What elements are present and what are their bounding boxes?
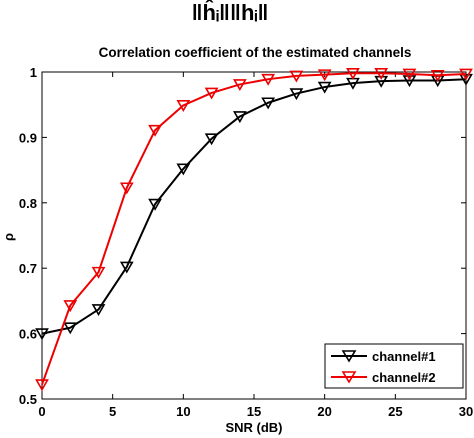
y-tick-label: 0.6 — [19, 327, 37, 342]
data-point-channel2 — [261, 73, 276, 86]
data-point-channel1 — [402, 75, 417, 88]
data-point-channel1 — [63, 322, 78, 335]
y-ticks: 0.5 0.6 0.7 0.8 0.9 1 — [19, 65, 466, 407]
x-tick-label: 0 — [38, 404, 45, 419]
legend-label-channel1: channel#1 — [372, 349, 436, 364]
data-point-channel2 — [402, 68, 417, 81]
data-point-channel2 — [176, 100, 191, 112]
legend-marker-channel1 — [341, 350, 357, 363]
x-tick-label: 10 — [176, 404, 190, 419]
data-point-channel2 — [459, 68, 473, 81]
x-tick-label: 20 — [317, 404, 331, 419]
data-point-channel1 — [374, 75, 389, 88]
data-point-channel1 — [148, 198, 162, 211]
data-point-channel2 — [63, 300, 78, 313]
data-point-channel2 — [232, 79, 247, 92]
y-tick-label: 0.7 — [19, 261, 37, 276]
legend: channel#1 channel#2 — [324, 343, 464, 389]
data-point-channel2 — [35, 379, 49, 392]
data-point-channel1 — [91, 304, 106, 316]
legend-label-channel2: channel#2 — [372, 370, 436, 385]
x-ticks: 0 5 10 15 20 25 30 — [38, 72, 473, 419]
legend-marker-channel2 — [341, 371, 357, 384]
x-tick-label: 25 — [388, 404, 402, 419]
series-layer — [35, 68, 473, 392]
data-point-channel1 — [232, 111, 247, 124]
data-point-channel1 — [317, 81, 332, 94]
data-point-channel1 — [261, 97, 276, 110]
y-tick-label: 0.5 — [19, 392, 37, 407]
data-point-channel1 — [119, 261, 134, 274]
data-point-channel2 — [148, 124, 162, 137]
y-tick-label: 1 — [30, 65, 37, 80]
y-tick-label: 0.8 — [19, 196, 37, 211]
x-axis-label: SNR (dB) — [225, 420, 282, 435]
y-tick-label: 0.9 — [19, 130, 37, 145]
data-point-channel2 — [119, 182, 134, 195]
data-point-channel1 — [289, 88, 304, 101]
series-line-channel2 — [41, 72, 467, 385]
chart-title: Correlation coefficient of the estimated… — [99, 45, 412, 60]
data-point-channel1 — [176, 163, 191, 176]
data-point-channel2 — [317, 69, 332, 82]
header-formula: ‖ĥᵢ‖‖hᵢ‖ — [192, 0, 269, 25]
x-tick-label: 5 — [109, 404, 116, 419]
y-axis-label: ρ — [1, 233, 16, 241]
x-tick-label: 15 — [247, 404, 261, 419]
data-point-channel2 — [91, 266, 106, 279]
data-point-channel2 — [430, 69, 445, 82]
data-point-channel1 — [35, 328, 49, 341]
series-line-channel1 — [41, 78, 467, 335]
data-point-channel2 — [346, 68, 360, 80]
data-point-channel2 — [204, 87, 219, 100]
x-tick-label: 30 — [459, 404, 473, 419]
data-point-channel2 — [374, 68, 389, 80]
data-point-channel2 — [289, 70, 304, 83]
data-point-channel1 — [204, 133, 219, 146]
